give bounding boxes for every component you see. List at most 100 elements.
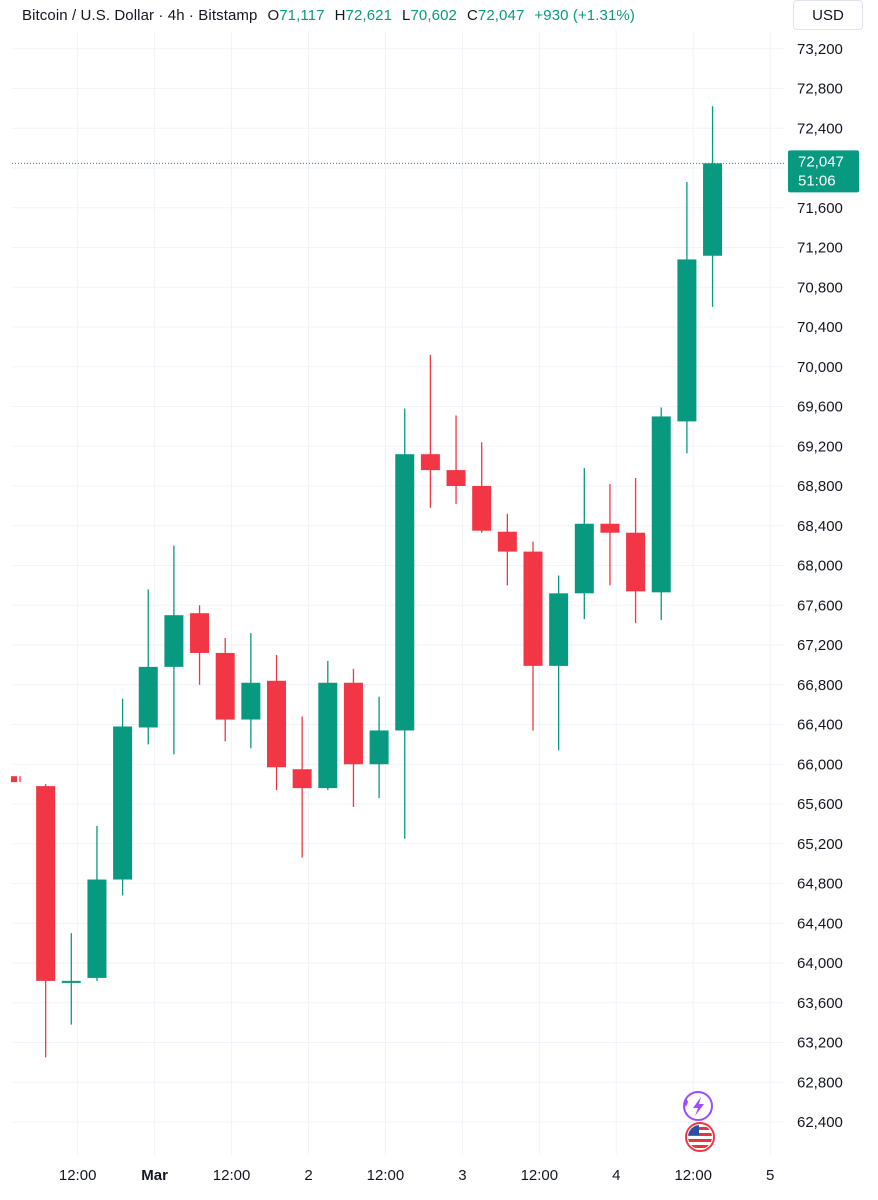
candle-body — [164, 615, 184, 667]
candle — [677, 181, 697, 454]
candle-body — [369, 730, 389, 765]
candle — [36, 784, 56, 1058]
price-tick-label: 67,200 — [797, 637, 843, 654]
candle — [574, 468, 594, 620]
open-value: 71,117 — [279, 6, 325, 24]
candle — [190, 605, 210, 685]
candle — [626, 478, 646, 624]
candle-body — [318, 682, 338, 789]
candles — [11, 106, 723, 1058]
candle-body — [549, 593, 569, 666]
candle-body — [343, 682, 363, 765]
time-tick-label: 2 — [304, 1167, 312, 1184]
candle — [61, 933, 81, 1025]
price-tick-label: 70,000 — [797, 359, 843, 376]
time-tick-label: 5 — [766, 1167, 774, 1184]
price-tick-label: 71,200 — [797, 240, 843, 257]
symbol-title[interactable]: Bitcoin / U.S. Dollar · 4h · Bitstamp — [22, 6, 258, 24]
price-tick-label: 65,600 — [797, 796, 843, 813]
candle-body — [420, 454, 440, 471]
candle — [523, 541, 543, 731]
price-tick-label: 68,800 — [797, 478, 843, 495]
us-flag-icon[interactable] — [685, 1122, 715, 1152]
candle-body — [11, 776, 17, 783]
candle — [369, 696, 389, 799]
price-tick-label: 65,200 — [797, 836, 843, 853]
time-tick-label: 3 — [458, 1167, 466, 1184]
time-tick-label: 4 — [612, 1167, 620, 1184]
candle — [318, 660, 338, 791]
candle — [138, 589, 158, 745]
price-tick-label: 64,400 — [797, 915, 843, 932]
candle — [600, 484, 620, 586]
candle — [215, 638, 235, 742]
candle-body — [574, 523, 594, 594]
price-tick-label: 67,600 — [797, 597, 843, 614]
candle-body — [241, 682, 261, 720]
high-label: H — [334, 6, 346, 24]
price-tick-label: 62,800 — [797, 1074, 843, 1091]
close-value: 72,047 — [477, 6, 525, 24]
time-tick-label: 12:00 — [674, 1167, 712, 1184]
last-price-badge-bg — [788, 150, 859, 193]
candle-body — [61, 980, 81, 983]
price-tick-label: 63,600 — [797, 995, 843, 1012]
last-price-value: 72,047 — [798, 153, 844, 170]
candle — [420, 354, 440, 508]
currency-button[interactable]: USD — [793, 0, 863, 30]
close-label: C — [466, 6, 478, 24]
price-tick-label: 71,600 — [797, 200, 843, 217]
open-label: O — [267, 6, 280, 24]
price-tick-label: 69,600 — [797, 399, 843, 416]
candle — [267, 654, 286, 791]
candle-body — [600, 523, 620, 533]
price-tick-label: 69,200 — [797, 438, 843, 455]
price-tick-label: 68,000 — [797, 558, 843, 575]
change-value: +930 (+1.31%) — [534, 6, 635, 24]
candle — [549, 575, 569, 751]
candle — [497, 513, 517, 586]
candle — [11, 776, 21, 783]
high-value: 72,621 — [345, 6, 393, 24]
price-tick-label: 68,400 — [797, 518, 843, 535]
candle-body — [190, 613, 210, 653]
price-tick-label: 64,000 — [797, 955, 843, 972]
price-tick-label: 66,400 — [797, 717, 843, 734]
candle-body — [497, 531, 517, 552]
candle-body — [138, 666, 158, 728]
time-tick-label: 12:00 — [521, 1167, 559, 1184]
candle — [446, 415, 466, 504]
candle — [164, 545, 184, 755]
price-tick-label: 66,800 — [797, 677, 843, 694]
price-tick-label: 64,800 — [797, 876, 843, 893]
candle — [87, 825, 107, 981]
price-axis[interactable]: 73,20072,80072,40072,00071,60071,20070,8… — [797, 41, 843, 1131]
price-tick-label: 72,400 — [797, 120, 843, 137]
price-tick-label: 72,800 — [797, 81, 843, 98]
candle — [703, 106, 723, 307]
price-tick-label: 66,000 — [797, 756, 843, 773]
candle-body — [523, 551, 543, 666]
price-tick-label: 70,400 — [797, 319, 843, 336]
candle-body — [36, 786, 56, 981]
price-tick-label: 70,800 — [797, 279, 843, 296]
price-tick-label: 62,400 — [797, 1114, 843, 1131]
candle-body — [395, 454, 415, 731]
time-axis[interactable]: 12:00 Mar 12:00 2 12:00 3 12:00 4 12:00 5 — [59, 1167, 774, 1184]
candle-body — [215, 652, 235, 720]
candle — [113, 698, 133, 896]
price-tick-label: 73,200 — [797, 41, 843, 58]
lightning-icon[interactable] — [683, 1091, 713, 1121]
last-price-badge: 72,047 51:06 — [788, 150, 859, 193]
candle-body — [651, 416, 671, 593]
candle — [292, 716, 312, 858]
candle-body — [87, 879, 107, 978]
candle-body — [446, 470, 466, 486]
candle-body — [113, 726, 133, 880]
low-label: L — [402, 6, 411, 24]
candle-body — [677, 259, 697, 422]
candle-body — [626, 532, 646, 592]
candle-body — [703, 163, 723, 256]
